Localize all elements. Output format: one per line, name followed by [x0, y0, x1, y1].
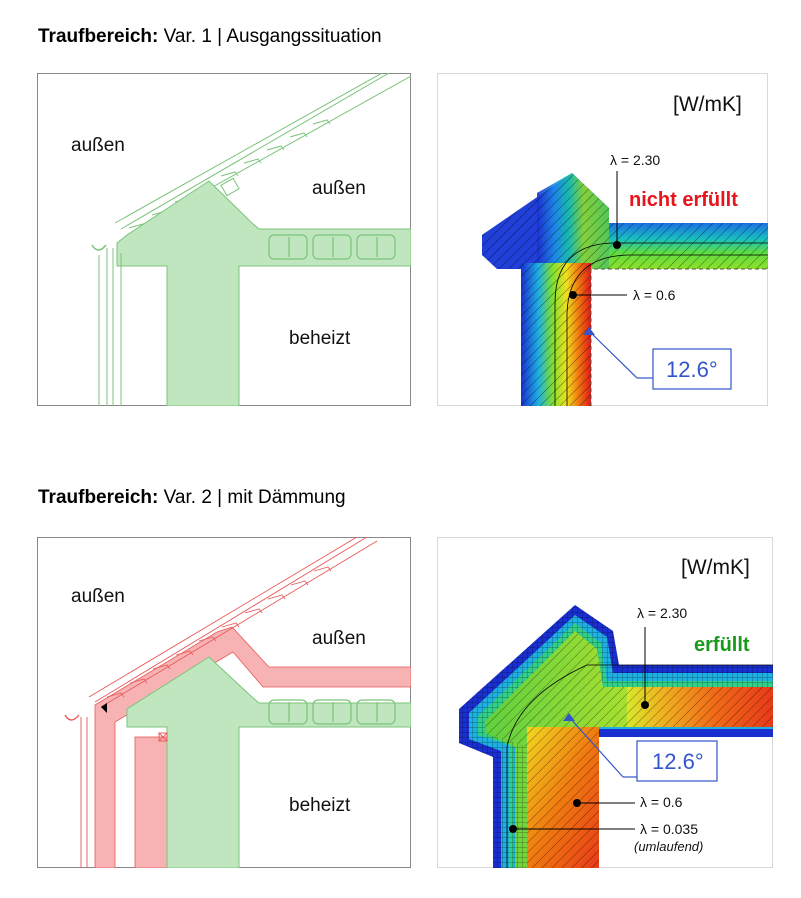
title-var2-rest: Var. 2 | mit Dämmung	[158, 487, 346, 508]
construction-svg-var1	[37, 73, 411, 406]
angle-callout-var1: 12.6°	[666, 357, 718, 382]
lambda-insul-var2: λ = 0.035	[640, 821, 698, 837]
label-heated-var2: beheizt	[289, 795, 351, 816]
status-var2: erfüllt	[694, 634, 750, 656]
title-var2: Traufbereich: Var. 2 | mit Dämmung	[38, 487, 346, 509]
label-outside-1: außen	[71, 135, 125, 156]
angle-callout-var2: 12.6°	[652, 749, 704, 774]
title-var2-bold: Traufbereich:	[38, 487, 159, 508]
label-outside-1-var2: außen	[71, 586, 125, 607]
unit-label-var1: [W/mK]	[673, 93, 742, 116]
title-var1-bold: Traufbereich:	[38, 26, 159, 47]
construction-drawing-var1: außen außen beheizt	[37, 73, 411, 406]
construction-drawing-var2: außen außen beheizt	[37, 537, 411, 868]
title-var1: Traufbereich: Var. 1 | Ausgangssituation	[38, 26, 382, 48]
thermal-simulation-var1: [W/mK] λ = 2.30 nicht erfüllt λ = 0.6 12…	[437, 73, 768, 406]
status-var1: nicht erfüllt	[629, 189, 738, 211]
unit-label-var2: [W/mK]	[681, 556, 750, 579]
lambda-top-var1: λ = 2.30	[610, 152, 661, 168]
thermal-svg-var2	[437, 537, 773, 868]
label-outside-2: außen	[312, 178, 366, 199]
label-outside-2-var2: außen	[312, 628, 366, 649]
insul-note-var2: (umlaufend)	[634, 839, 704, 854]
thermal-simulation-var2: [W/mK] λ = 2.30 erfüllt λ = 0.6 λ = 0.03…	[437, 537, 773, 868]
lambda-wall-var2: λ = 0.6	[640, 794, 683, 810]
label-heated: beheizt	[289, 328, 351, 349]
thermal-svg-var1	[437, 73, 768, 406]
construction-svg-var2	[37, 537, 411, 868]
lambda-wall-var1: λ = 0.6	[633, 287, 676, 303]
title-var1-rest: Var. 1 | Ausgangssituation	[158, 26, 382, 47]
lambda-top-var2: λ = 2.30	[637, 605, 688, 621]
